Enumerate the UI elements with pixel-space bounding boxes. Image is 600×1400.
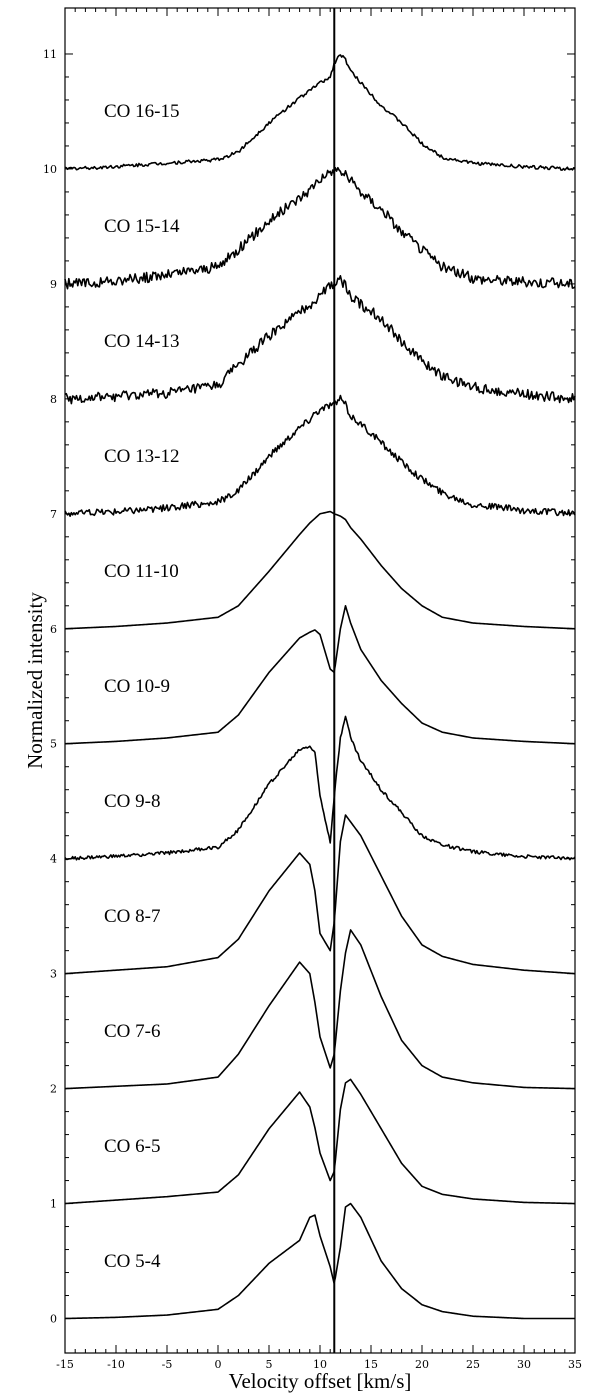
x-tick-label: 5 bbox=[266, 1358, 273, 1371]
spectrum-line bbox=[64, 1202, 575, 1320]
y-tick-label: 0 bbox=[50, 1313, 57, 1326]
y-tick-label: 3 bbox=[50, 968, 57, 981]
x-tick-label: -5 bbox=[162, 1358, 173, 1371]
series-label: CO 14-13 bbox=[104, 331, 179, 352]
spectrum-line bbox=[64, 929, 576, 1090]
spectrum-line bbox=[64, 54, 576, 171]
x-tick-label: 25 bbox=[466, 1358, 480, 1371]
x-tick-label: 15 bbox=[364, 1358, 378, 1371]
x-tick-label: 0 bbox=[215, 1358, 222, 1371]
spectrum-line bbox=[64, 1078, 576, 1205]
series-label: CO 16-15 bbox=[104, 101, 179, 122]
y-tick-label: 4 bbox=[50, 853, 57, 866]
x-tick-label: -10 bbox=[107, 1358, 125, 1371]
spectrum-line bbox=[64, 274, 576, 405]
series-label: CO 10-9 bbox=[104, 676, 170, 697]
spectrum-line bbox=[64, 166, 576, 290]
spectrum-line bbox=[64, 715, 576, 861]
x-axis-title: Velocity offset [km/s] bbox=[229, 1369, 412, 1393]
y-tick-label: 9 bbox=[50, 278, 57, 291]
x-tick-label: 30 bbox=[517, 1358, 531, 1371]
spectrum-line bbox=[64, 814, 576, 975]
y-tick-label: 1 bbox=[50, 1198, 57, 1211]
x-tick-label: 35 bbox=[568, 1358, 582, 1371]
y-tick-label: 11 bbox=[43, 48, 57, 61]
series-label: CO 5-4 bbox=[104, 1251, 161, 1272]
y-axis-title: Normalized intensity bbox=[23, 592, 47, 769]
spectrum-line bbox=[64, 510, 576, 630]
spectra-series bbox=[64, 54, 576, 1320]
series-label: CO 6-5 bbox=[104, 1136, 160, 1157]
series-label: CO 7-6 bbox=[104, 1021, 160, 1042]
series-labels: CO 5-4 CO 6-5 CO 7-6 CO 8-7 CO 9-8 CO 10-9 CO … bbox=[104, 101, 180, 1272]
y-tick-label: 10 bbox=[43, 163, 57, 176]
series-label: CO 11-10 bbox=[104, 561, 179, 582]
spectrum-line bbox=[64, 394, 576, 518]
y-tick-label: 2 bbox=[50, 1083, 57, 1096]
spectrum-line bbox=[64, 604, 576, 745]
series-label: CO 8-7 bbox=[104, 906, 160, 927]
series-label: CO 13-12 bbox=[104, 446, 179, 467]
x-tick-label: 10 bbox=[313, 1358, 327, 1371]
y-tick-label: 6 bbox=[50, 623, 57, 636]
y-tick-label: 8 bbox=[50, 393, 57, 406]
series-label: CO 9-8 bbox=[104, 791, 160, 812]
x-tick-label: 20 bbox=[415, 1358, 429, 1371]
x-tick-label: -15 bbox=[56, 1358, 74, 1371]
y-tick-label: 7 bbox=[50, 508, 57, 521]
series-label: CO 15-14 bbox=[104, 216, 180, 237]
y-tick-label: 5 bbox=[50, 738, 57, 751]
